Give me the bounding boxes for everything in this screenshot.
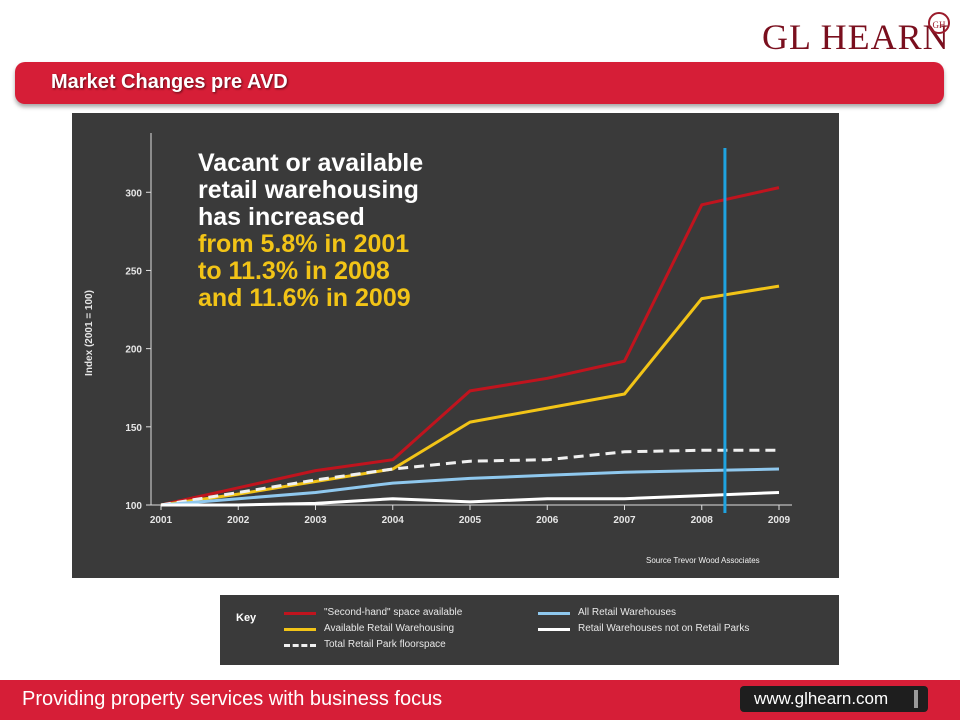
slide-title-bar: Market Changes pre AVD (15, 62, 944, 104)
key-label: All Retail Warehouses (578, 607, 677, 618)
chart-key: Key "Second-hand" space available Availa… (220, 595, 839, 665)
x-tick-label: 2004 (382, 515, 405, 526)
annotation-line: from 5.8% in 2001 (198, 230, 409, 258)
footer-bar: Providing property services with busines… (0, 680, 960, 720)
y-tick-label: 100 (125, 501, 142, 512)
series-line-1 (160, 284, 780, 507)
annotation-line: retail warehousing (198, 176, 419, 204)
x-tick-label: 2001 (150, 515, 173, 526)
x-tick-label: 2008 (691, 515, 714, 526)
line-chart: 100 150 200 250 300 2001 2002 2003 2004 2005 2006 2… (84, 133, 792, 526)
key-swatch (284, 612, 316, 615)
website-link[interactable]: www.glhearn.com (740, 686, 928, 712)
x-tick-label: 2002 (227, 515, 250, 526)
slide-title: Market Changes pre AVD (51, 71, 288, 93)
y-tick-label: 300 (125, 188, 142, 199)
y-tick-label: 200 (125, 345, 142, 356)
gl-hearn-logo: GL HEARN GH (762, 12, 952, 57)
key-swatch (284, 628, 316, 631)
y-tick-label: 250 (125, 266, 142, 277)
annotation-line: to 11.3% in 2008 (198, 257, 390, 285)
annotation-line: and 11.6% in 2009 (198, 284, 411, 312)
key-label: "Second-hand" space available (324, 607, 463, 618)
logo-monogram-icon: GH (928, 12, 950, 34)
key-label: Total Retail Park floorspace (324, 639, 446, 650)
website-url[interactable]: www.glhearn.com (754, 689, 889, 708)
annotation-line: has increased (198, 203, 365, 231)
series-line-4 (161, 491, 780, 507)
key-label: Retail Warehouses not on Retail Parks (578, 623, 750, 634)
logo-text: GL HEARN (762, 17, 950, 57)
series-line-3 (160, 467, 780, 507)
x-tick-label: 2003 (304, 515, 327, 526)
y-axis-label: Index (2001 = 100) (84, 290, 95, 376)
y-tick-label: 150 (125, 423, 142, 434)
x-tick-label: 2009 (768, 515, 791, 526)
key-swatch (284, 644, 316, 647)
chart-panel: 100 150 200 250 300 2001 2002 2003 2004 2005 2006 2… (72, 113, 839, 578)
key-swatch (538, 612, 570, 615)
series-line-0 (160, 186, 780, 507)
series-line-2 (160, 448, 779, 507)
x-tick-label: 2007 (613, 515, 636, 526)
key-title: Key (236, 612, 257, 624)
footer-divider (914, 690, 918, 708)
key-label: Available Retail Warehousing (324, 623, 455, 634)
key-swatch (538, 628, 570, 631)
x-tick-label: 2005 (459, 515, 482, 526)
x-tick-label: 2006 (536, 515, 559, 526)
annotation-line: Vacant or available (198, 149, 423, 177)
source-note: Source Trevor Wood Associates (646, 556, 760, 565)
footer-tagline: Providing property services with busines… (22, 688, 443, 710)
